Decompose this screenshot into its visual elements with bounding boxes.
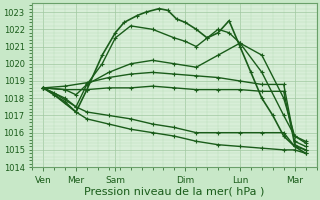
X-axis label: Pression niveau de la mer( hPa ): Pression niveau de la mer( hPa ) bbox=[84, 187, 265, 197]
